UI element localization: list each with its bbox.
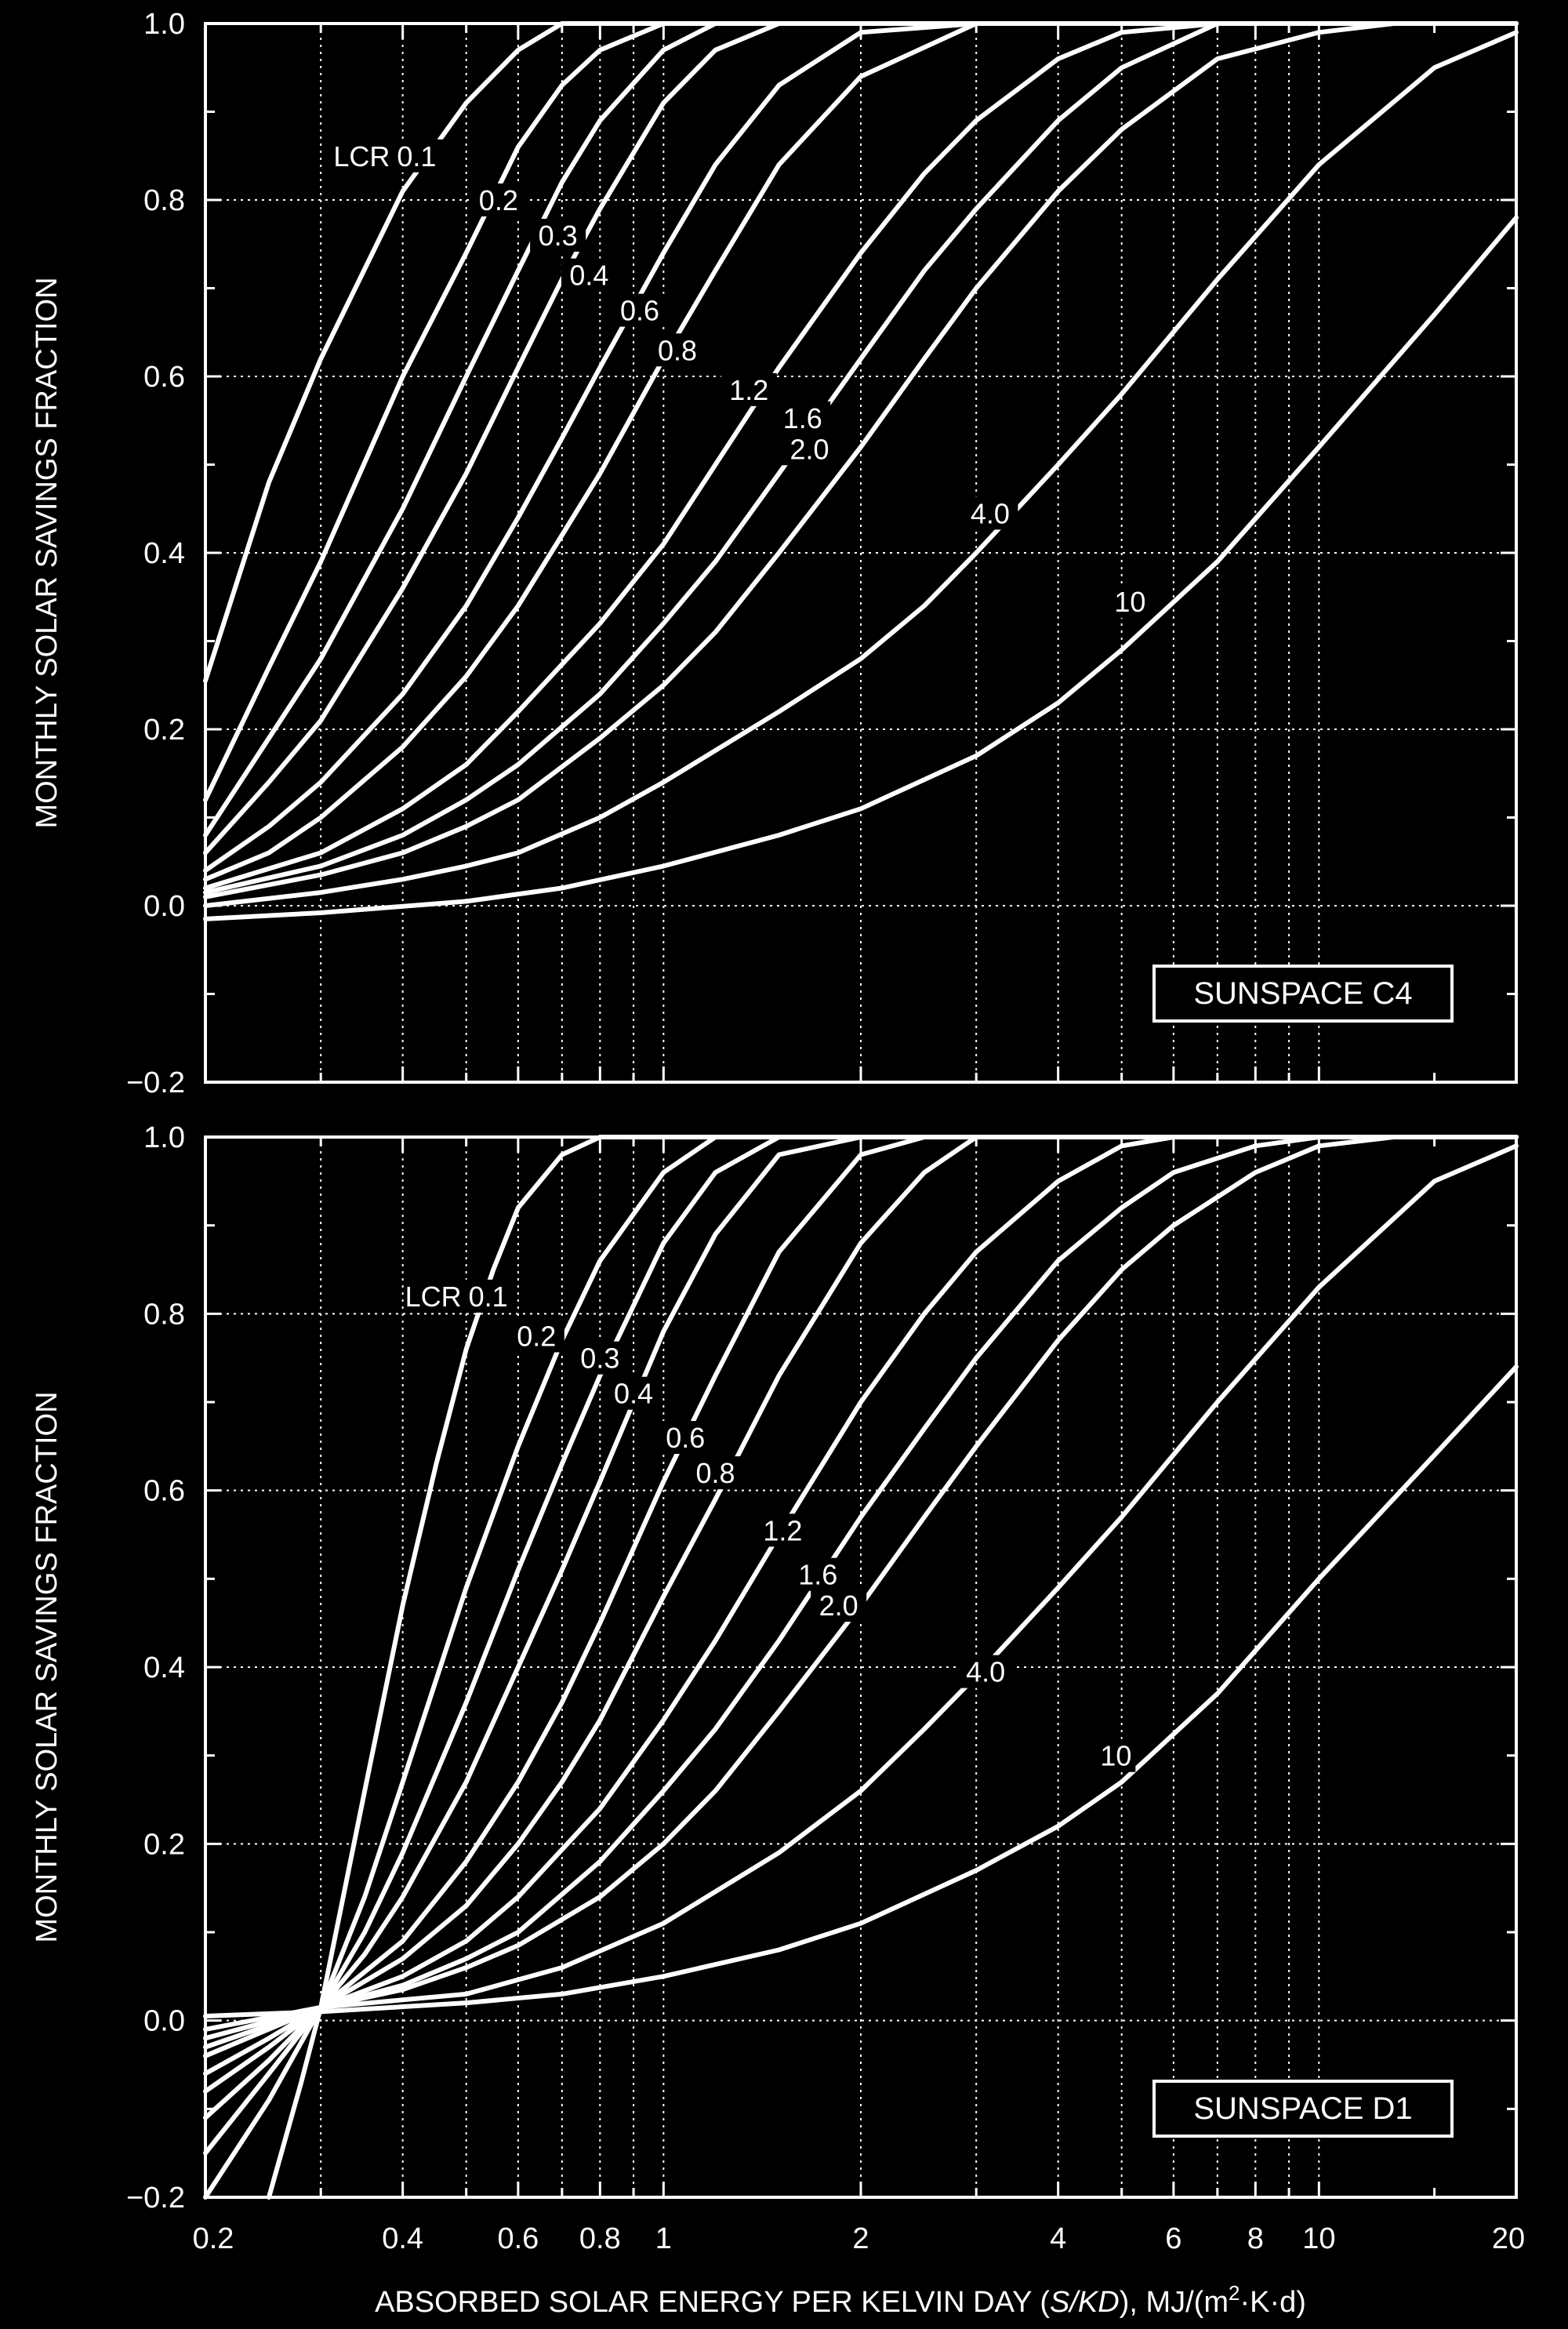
sunspace-badge [1152, 2080, 1454, 2138]
curve-label-background [754, 1513, 811, 1547]
x-axis-title-xlabel-unit: ), MJ/(m [1120, 2286, 1229, 2319]
series-line-lcr-2-0 [203, 21, 1519, 899]
series-line-lcr-4-0 [203, 1143, 1519, 2032]
x-tick-label: 0.2 [193, 2222, 234, 2255]
curve-label-background [649, 333, 706, 367]
series-line-lcr-10 [203, 215, 1519, 921]
curve-label-background [782, 432, 838, 466]
curve-label-background [508, 1319, 564, 1353]
curve-label-background [460, 1279, 517, 1313]
curve-label-lcr-0-4: 0.4 [569, 260, 608, 292]
x-axis-title-xlabel: ABSORBED SOLAR ENERGY PER KELVIN DAY ( [375, 2286, 1050, 2319]
panel-SUNSPACE-C4: 1.0 0.8 0.6 0.4 0.2 0.0 −0.2 MONTHLY SOLAR SAVI… [31, 8, 1519, 1099]
curve-label-background [720, 372, 777, 406]
curve-label-lcr-0-1: 0.1 [469, 1281, 508, 1313]
curve-label-lcr-1-6: 1.6 [783, 402, 822, 434]
curve-label-lcr-0-4: 0.4 [614, 1378, 653, 1410]
curve-label-lcr-0-8: 0.8 [658, 334, 697, 366]
y-tick-label: 0.8 [143, 184, 185, 217]
sunspace-badge [1152, 965, 1454, 1023]
y-tick-label: 0.8 [143, 1298, 185, 1331]
curve-label-background [561, 258, 617, 292]
x-tick-label: 6 [1165, 2222, 1181, 2255]
x-tick-label: 10 [1302, 2222, 1335, 2255]
y-tick-label: 0.0 [143, 890, 185, 923]
plot-frame [204, 1135, 1518, 2199]
series-line-lcr-4-0 [203, 30, 1519, 908]
curve-label-lcr-1-2: 1.2 [763, 1514, 802, 1546]
curve-label-lcr-0-3: 0.3 [580, 1343, 619, 1375]
sunspace-badge-text: SUNSPACE D1 [1193, 2091, 1412, 2126]
x-axis-title-xlabel-end: ·K·d) [1240, 2286, 1305, 2319]
x-tick-label: 8 [1247, 2222, 1264, 2255]
y-tick-label: 0.6 [143, 361, 185, 394]
curve-label-lcr-4-0: 4.0 [971, 497, 1010, 529]
lcr-prefix-label: LCR [405, 1281, 462, 1313]
curve-label-background [612, 293, 668, 327]
curve-label-lcr-0-8: 0.8 [696, 1457, 735, 1489]
y-tick-label: 1.0 [143, 8, 185, 41]
curve-label-background [530, 219, 586, 252]
y-tick-label: −0.2 [126, 2182, 185, 2215]
x-tick-label: 20 [1492, 2222, 1525, 2255]
curve-label-lcr-0-3: 0.3 [539, 220, 578, 252]
curve-label-lcr-2-0: 2.0 [819, 1590, 858, 1622]
curve-label-lcr-10: 10 [1100, 1740, 1131, 1772]
x-axis-title-xlabel-italic: S/KD [1050, 2286, 1120, 2319]
curve-label-lcr-4-0: 4.0 [966, 1656, 1005, 1688]
y-axis-title: MONTHLY SOLAR SAVINGS FRACTION [31, 277, 64, 828]
x-tick-label: 0.6 [497, 2222, 539, 2255]
y-tick-label: 0.6 [143, 1475, 185, 1508]
x-tick-label: 1 [655, 2222, 672, 2255]
x-tick-label: 0.8 [579, 2222, 621, 2255]
curve-label-background [962, 496, 1018, 530]
series-line-lcr-10 [203, 1364, 1519, 2018]
series-line-lcr-1-2 [203, 21, 1519, 891]
curve-label-background [775, 401, 831, 434]
y-tick-label: 1.0 [143, 1121, 185, 1154]
curve-label-lcr-2-0: 2.0 [790, 433, 829, 465]
curve-label-lcr-0-2: 0.2 [517, 1321, 556, 1353]
curve-label-lcr-1-6: 1.6 [798, 1559, 837, 1591]
curve-label-lcr-0-2: 0.2 [479, 184, 518, 216]
x-tick-label: 2 [852, 2222, 869, 2255]
x-tick-label: 0.4 [382, 2222, 423, 2255]
curve-label-lcr-0-6: 0.6 [620, 295, 659, 327]
curve-label-background [789, 1557, 846, 1591]
x-axis-title-xlabel-sup: 2 [1229, 2281, 1240, 2305]
sunspace-badge-text: SUNSPACE C4 [1193, 976, 1412, 1011]
curve-label-background [572, 1341, 628, 1375]
x-tick-label: 4 [1050, 2222, 1066, 2255]
y-tick-label: 0.4 [143, 537, 185, 570]
y-tick-label: 0.2 [143, 1828, 185, 1861]
curve-label-background [470, 183, 527, 216]
y-tick-label: −0.2 [126, 1066, 185, 1099]
curve-label-background [957, 1655, 1014, 1688]
series-line-lcr-1-6 [203, 21, 1519, 896]
y-tick-label: 0.2 [143, 714, 185, 747]
curve-label-lcr-1-2: 1.2 [729, 374, 768, 406]
curve-label-background [605, 1376, 662, 1410]
curve-label-background [811, 1589, 867, 1622]
y-axis-title: MONTHLY SOLAR SAVINGS FRACTION [31, 1391, 64, 1942]
curve-label-background [1096, 1739, 1136, 1772]
curve-label-background [657, 1421, 713, 1455]
curve-label-background [688, 1456, 744, 1490]
curve-label-background [1110, 584, 1150, 618]
curve-label-lcr-0-1: 0.1 [397, 140, 436, 173]
curve-label-lcr-10: 10 [1114, 586, 1145, 618]
curve-label-lcr-0-6: 0.6 [666, 1422, 705, 1454]
x-axis-title: ABSORBED SOLAR ENERGY PER KELVIN DAY (S/… [375, 2281, 1306, 2319]
lcr-prefix-label: LCR [333, 140, 390, 173]
curve-label-background [388, 139, 445, 173]
plot-frame [204, 22, 1518, 1084]
y-tick-label: 0.4 [143, 1651, 185, 1684]
y-tick-label: 0.0 [143, 2005, 185, 2038]
